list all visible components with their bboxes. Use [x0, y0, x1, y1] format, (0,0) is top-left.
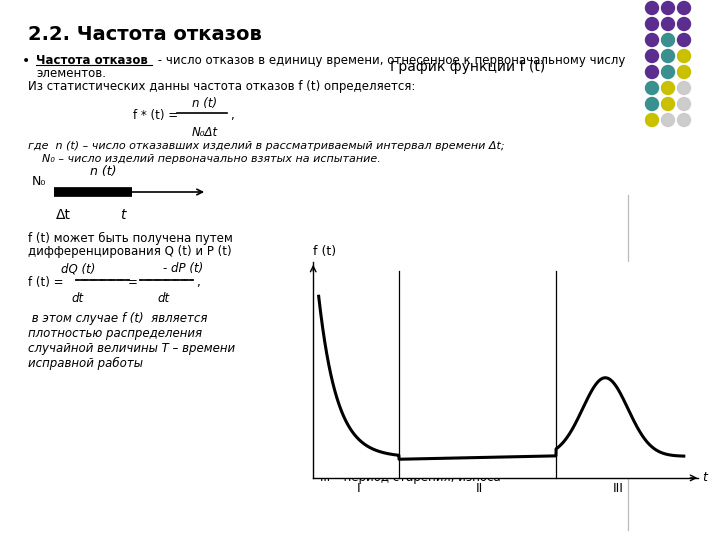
- Circle shape: [646, 65, 659, 78]
- Circle shape: [662, 17, 675, 30]
- Text: •: •: [22, 54, 30, 68]
- Text: f (t) =: f (t) =: [28, 276, 63, 289]
- Text: N₀Δt: N₀Δt: [192, 126, 218, 139]
- Circle shape: [662, 65, 675, 78]
- Text: График функции f (t): График функции f (t): [390, 60, 545, 74]
- Text: =: =: [128, 276, 138, 289]
- Text: dQ (t): dQ (t): [60, 262, 95, 275]
- Text: I – период приработки изделий;: I – период приработки изделий;: [320, 443, 521, 456]
- Text: элементов.: элементов.: [36, 67, 106, 80]
- Circle shape: [646, 113, 659, 126]
- Circle shape: [678, 65, 690, 78]
- Text: f * (t) =: f * (t) =: [133, 109, 178, 122]
- Circle shape: [662, 113, 675, 126]
- Circle shape: [662, 50, 675, 63]
- Circle shape: [678, 82, 690, 94]
- Text: III: III: [613, 482, 624, 495]
- Text: Δt: Δt: [56, 208, 71, 222]
- Text: II- период нормальной эксплуатации: II- период нормальной эксплуатации: [320, 457, 551, 470]
- Text: в этом случае f (t)  является
плотностью распределения
случайной величины T – вр: в этом случае f (t) является плотностью …: [28, 312, 235, 370]
- Text: - число отказов в единицу времени, отнесенное к первоначальному числу: - число отказов в единицу времени, отнес…: [154, 54, 626, 67]
- Text: Частота отказов: Частота отказов: [36, 54, 148, 67]
- Text: III – период старения, износа: III – период старения, износа: [320, 471, 500, 484]
- Text: f (t): f (t): [313, 245, 336, 258]
- Text: dt: dt: [72, 292, 84, 305]
- Circle shape: [678, 113, 690, 126]
- Text: ,: ,: [230, 109, 234, 122]
- Text: f (t) может быть получена путем: f (t) может быть получена путем: [28, 232, 233, 245]
- Text: дифференцирования Q (t) и P (t): дифференцирования Q (t) и P (t): [28, 245, 232, 258]
- Circle shape: [646, 33, 659, 46]
- Circle shape: [646, 82, 659, 94]
- Circle shape: [646, 2, 659, 15]
- Text: II: II: [476, 482, 483, 495]
- Circle shape: [678, 17, 690, 30]
- Circle shape: [662, 82, 675, 94]
- Text: ,: ,: [196, 276, 199, 289]
- Circle shape: [662, 33, 675, 46]
- Text: t: t: [702, 471, 707, 484]
- Circle shape: [678, 33, 690, 46]
- Text: n (t): n (t): [192, 97, 217, 110]
- Text: - dP (t): - dP (t): [163, 262, 203, 275]
- Text: I: I: [357, 482, 361, 495]
- Text: n (t): n (t): [90, 165, 117, 178]
- Text: N₀: N₀: [32, 175, 46, 188]
- Circle shape: [662, 2, 675, 15]
- Text: где  n (t) – число отказавших изделий в рассматриваемый интервал времени Δt;: где n (t) – число отказавших изделий в р…: [28, 141, 505, 151]
- Circle shape: [646, 50, 659, 63]
- Text: N₀ – число изделий первоначально взятых на испытание.: N₀ – число изделий первоначально взятых …: [42, 154, 381, 164]
- Circle shape: [678, 98, 690, 111]
- Circle shape: [646, 17, 659, 30]
- Circle shape: [678, 2, 690, 15]
- Circle shape: [678, 50, 690, 63]
- Circle shape: [646, 98, 659, 111]
- Text: t: t: [120, 208, 125, 222]
- Circle shape: [662, 98, 675, 111]
- Text: dt: dt: [158, 292, 170, 305]
- Text: 2.2. Частота отказов: 2.2. Частота отказов: [28, 25, 262, 44]
- Text: Из статистических данны частота отказов f (t) определяется:: Из статистических данны частота отказов …: [28, 80, 415, 93]
